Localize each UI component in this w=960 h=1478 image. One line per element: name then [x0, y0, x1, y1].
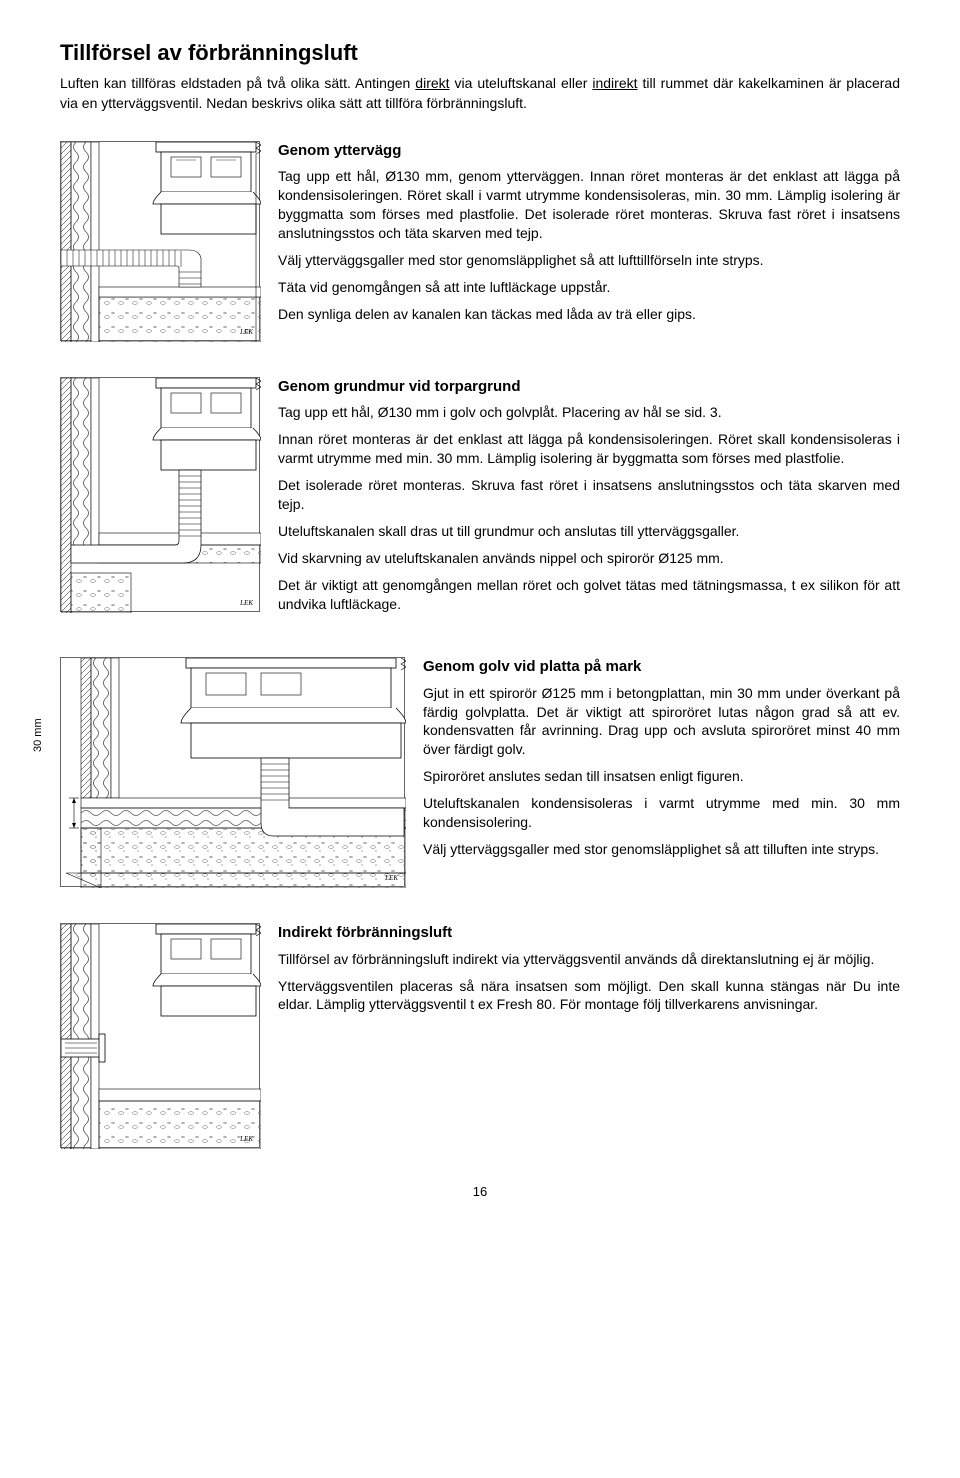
text-golv: Genom golv vid platta på mark Gjut in et…	[423, 657, 900, 866]
lek-label: LEK	[240, 1135, 253, 1143]
diagram-wrapper-golv: 30 mm	[60, 657, 405, 887]
p3-3: Uteluftskanalen kondensisoleras i varmt …	[423, 794, 900, 832]
heading-golv: Genom golv vid platta på mark	[423, 657, 900, 677]
intro-underline-2: indirekt	[592, 75, 637, 91]
section-grundmur: LEK Genom grundmur vid torpargrund Tag u…	[60, 377, 900, 621]
intro-text-2: via uteluftskanal eller	[450, 75, 593, 91]
diagram-grundmur: LEK	[60, 377, 260, 612]
p4-2: Ytterväggsventilen placeras så nära insa…	[278, 977, 900, 1015]
section-indirekt: LEK Indirekt förbränningsluft Tillförsel…	[60, 923, 900, 1148]
heading-grundmur: Genom grundmur vid torpargrund	[278, 377, 900, 397]
section-golv: 30 mm	[60, 657, 900, 887]
p2-4: Uteluftskanalen skall dras ut till grund…	[278, 522, 900, 541]
p2-6: Det är viktigt att genomgången mellan rö…	[278, 576, 900, 614]
p3-4: Välj ytterväggsgaller med stor genomsläp…	[423, 840, 900, 859]
text-grundmur: Genom grundmur vid torpargrund Tag upp e…	[278, 377, 900, 621]
p1-3: Täta vid genomgången så att inte luftläc…	[278, 278, 900, 297]
page-number: 16	[60, 1184, 900, 1199]
heading-yttervagg: Genom yttervägg	[278, 141, 900, 161]
section-yttervagg: LEK Genom yttervägg Tag upp ett hål, Ø13…	[60, 141, 900, 341]
heading-indirekt: Indirekt förbränningsluft	[278, 923, 900, 943]
lek-label: LEK	[240, 599, 253, 607]
intro-text-1: Luften kan tillföras eldstaden på två ol…	[60, 75, 415, 91]
page-title: Tillförsel av förbränningsluft	[60, 40, 900, 66]
diagram-golv: LEK	[60, 657, 405, 887]
lek-label: LEK	[240, 328, 253, 336]
diagram-yttervagg: LEK	[60, 141, 260, 341]
lek-label: LEK	[385, 874, 398, 882]
p3-2: Spiroröret anslutes sedan till insatsen …	[423, 767, 900, 786]
p2-5: Vid skarvning av uteluftskanalen används…	[278, 549, 900, 568]
p4-1: Tillförsel av förbränningsluft indirekt …	[278, 950, 900, 969]
p1-2: Välj ytterväggsgaller med stor genomsläp…	[278, 251, 900, 270]
measure-30mm: 30 mm	[32, 719, 44, 753]
text-yttervagg: Genom yttervägg Tag upp ett hål, Ø130 mm…	[278, 141, 900, 331]
intro-paragraph: Luften kan tillföras eldstaden på två ol…	[60, 74, 900, 113]
text-indirekt: Indirekt förbränningsluft Tillförsel av …	[278, 923, 900, 1022]
diagram-indirekt: LEK	[60, 923, 260, 1148]
p2-2: Innan röret monteras är det enklast att …	[278, 430, 900, 468]
p1-4: Den synliga delen av kanalen kan täckas …	[278, 305, 900, 324]
p1-1: Tag upp ett hål, Ø130 mm, genom ytterväg…	[278, 167, 900, 243]
p3-1: Gjut in ett spirorör Ø125 mm i betongpla…	[423, 684, 900, 760]
p2-1: Tag upp ett hål, Ø130 mm i golv och golv…	[278, 403, 900, 422]
p2-3: Det isolerade röret monteras. Skruva fas…	[278, 476, 900, 514]
intro-underline-1: direkt	[415, 75, 449, 91]
